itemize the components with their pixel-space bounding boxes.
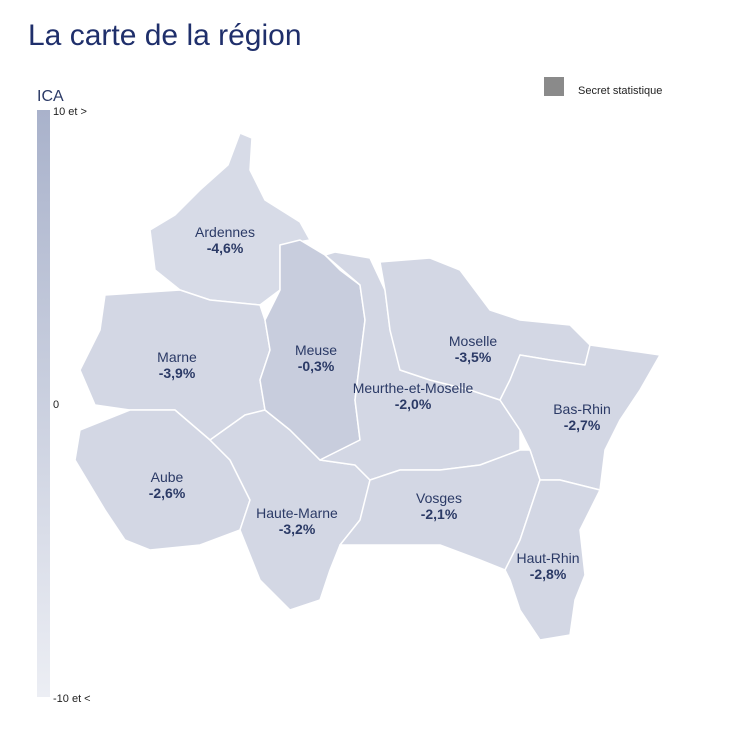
region-name: Meuse: [295, 342, 337, 358]
region-bas-rhin: [499, 344, 661, 491]
region-name: Haut-Rhin: [516, 550, 579, 566]
map: [74, 132, 661, 641]
region-name: Bas-Rhin: [553, 401, 611, 417]
region-labels: Ardennes-4,6% Marne-3,9% Meuse-0,3% Moselle…: [149, 224, 611, 582]
region-value: -2,7%: [564, 417, 601, 433]
region-value: -2,6%: [149, 485, 186, 501]
secret-swatch: [544, 77, 564, 96]
region-value: -0,3%: [298, 358, 335, 374]
region-value: -2,1%: [421, 506, 458, 522]
region-name: Aube: [151, 469, 184, 485]
region-name: Ardennes: [195, 224, 255, 240]
region-value: -2,0%: [395, 396, 432, 412]
region-name: Marne: [157, 349, 197, 365]
legend-title: ICA: [37, 88, 64, 105]
legend-scale: [37, 110, 50, 697]
region-name: Moselle: [449, 333, 497, 349]
secret-label: Secret statistique: [578, 85, 662, 97]
region-name: Haute-Marne: [256, 505, 338, 521]
region-value: -3,9%: [159, 365, 196, 381]
region-haut-rhin: [504, 479, 601, 641]
legend-min: -10 et <: [53, 693, 91, 705]
region-value: -3,5%: [455, 349, 492, 365]
region-value: -3,2%: [279, 521, 316, 537]
region-value: -4,6%: [207, 240, 244, 256]
region-name: Meurthe-et-Moselle: [353, 380, 474, 396]
region-value: -2,8%: [530, 566, 567, 582]
title: La carte de la région: [28, 19, 302, 52]
legend-max: 10 et >: [53, 106, 87, 118]
region-name: Vosges: [416, 490, 462, 506]
legend-mid: 0: [53, 399, 59, 411]
